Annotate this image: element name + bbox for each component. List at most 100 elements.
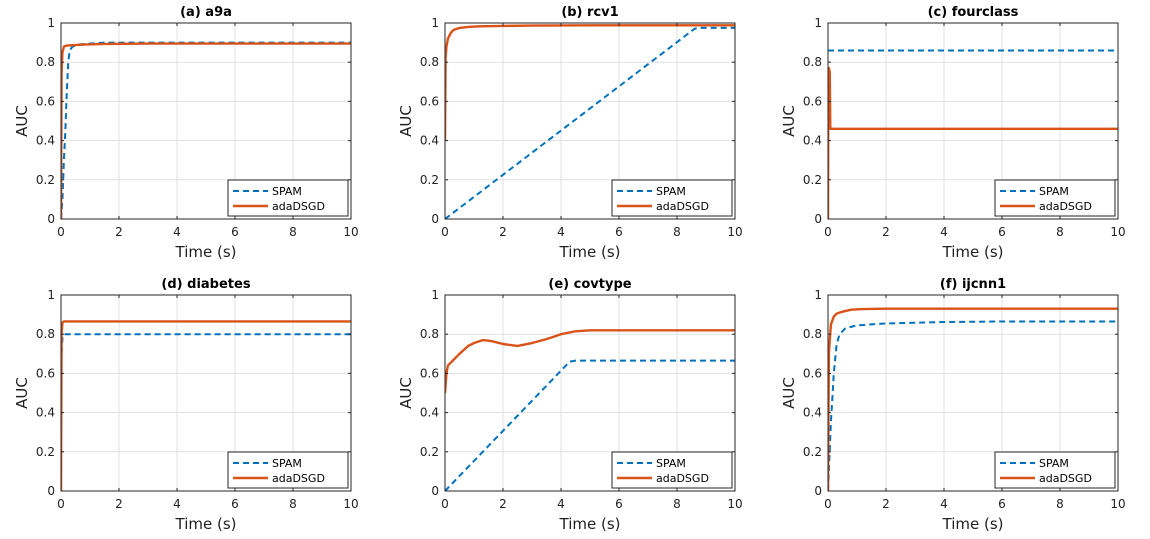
legend-box [227,451,349,489]
x-tick-label-1: 2 [115,497,123,511]
x-axis-label: Time (s) [175,243,237,261]
chart-title: (e) covtype [548,277,631,292]
x-tick-label-1: 2 [882,225,890,239]
legend-box [611,179,733,217]
x-tick-label-1: 2 [499,497,507,511]
series-line-adadsgd [445,329,735,394]
y-tick-label-5: 1 [431,16,439,30]
y-tick-label-0: 0 [47,484,55,498]
x-tick-label-0: 0 [57,497,65,511]
axes-box [60,294,352,492]
legend: SPAM adaDSGD [227,451,349,489]
axes-box [60,22,352,220]
legend-box [994,451,1116,489]
legend-label-adadsgd: adaDSGD [272,200,325,213]
x-tick-label-4: 8 [289,497,297,511]
y-tick-label-0: 0 [47,212,55,226]
axes-box [444,294,736,492]
gridlines [60,22,352,220]
legend-label-adadsgd: adaDSGD [656,200,709,213]
x-tick-label-1: 2 [882,497,890,511]
y-tick-label-2: 0.4 [420,406,439,420]
y-tick-label-2: 0.4 [420,134,439,148]
y-tick-label-2: 0.4 [803,406,822,420]
y-tick-label-3: 0.6 [420,366,439,380]
y-tick-label-4: 0.8 [803,55,822,69]
x-axis-label: Time (s) [175,515,237,533]
series-line-spam [445,359,735,492]
chart-4: 0 2 4 6 8 10 0 0.2 0.4 0.6 0.8 1 (d) diabetes Time (s… [13,277,359,533]
legend-label-spam: SPAM [272,185,302,198]
y-tick-label-0: 0 [814,484,822,498]
y-tick-label-1: 0.2 [420,173,439,187]
x-axis-label: Time (s) [559,243,621,261]
series-line-adadsgd [61,42,351,220]
series-line-spam [828,320,1118,492]
y-tick-label-4: 0.8 [36,327,55,341]
x-tick-label-4: 8 [1056,225,1064,239]
legend-label-adadsgd: adaDSGD [1039,200,1092,213]
y-tick-label-5: 1 [814,16,822,30]
x-tick-label-1: 2 [115,225,123,239]
x-tick-label-5: 10 [727,497,742,511]
y-axis-label: AUC [397,105,415,137]
x-tick-label-0: 0 [441,225,449,239]
x-axis-label: Time (s) [942,515,1004,533]
x-tick-label-4: 8 [673,225,681,239]
y-axis-label: AUC [397,377,415,409]
series-group [445,329,735,492]
y-tick-label-2: 0.4 [36,134,55,148]
x-tick-label-0: 0 [57,225,65,239]
chart-title: (d) diabetes [161,277,250,292]
legend: SPAM adaDSGD [994,179,1116,217]
series-group [61,41,351,220]
axes-box [444,22,736,220]
y-tick-label-2: 0.4 [803,134,822,148]
x-tick-label-3: 6 [615,497,623,511]
x-tick-label-0: 0 [824,497,832,511]
x-tick-label-3: 6 [615,225,623,239]
axes-box [827,294,1119,492]
x-tick-label-2: 4 [940,497,948,511]
x-tick-label-5: 10 [343,497,358,511]
legend-box [994,179,1116,217]
y-tick-label-1: 0.2 [420,445,439,459]
chart-title: (f) ijcnn1 [940,277,1006,292]
y-tick-label-2: 0.4 [36,406,55,420]
y-tick-label-3: 0.6 [803,366,822,380]
chart-6: 0 2 4 6 8 10 0 0.2 0.4 0.6 0.8 1 (f) ijcnn1 Time (s) A… [780,277,1126,533]
chart-title: (b) rcv1 [561,5,618,20]
series-line-spam [445,26,735,220]
y-tick-label-5: 1 [814,288,822,302]
chart-5: 0 2 4 6 8 10 0 0.2 0.4 0.6 0.8 1 (e) covtype Time (s)… [397,277,743,533]
legend-box [611,451,733,489]
x-axis-label: Time (s) [559,515,621,533]
y-tick-label-1: 0.2 [803,173,822,187]
legend: SPAM adaDSGD [227,179,349,217]
x-tick-label-0: 0 [824,225,832,239]
y-tick-label-1: 0.2 [36,173,55,187]
x-tick-label-2: 4 [557,225,565,239]
x-axis-label: Time (s) [942,243,1004,261]
x-tick-label-3: 6 [231,497,239,511]
legend-label-adadsgd: adaDSGD [272,472,325,485]
axes-box [827,22,1119,220]
y-tick-label-4: 0.8 [36,55,55,69]
chart-title: (c) fourclass [928,5,1019,20]
y-tick-label-0: 0 [431,484,439,498]
legend: SPAM adaDSGD [611,179,733,217]
y-axis-label: AUC [13,377,31,409]
chart-title: (a) a9a [180,5,232,20]
x-tick-label-2: 4 [940,225,948,239]
x-tick-label-2: 4 [173,497,181,511]
x-tick-label-5: 10 [343,225,358,239]
x-tick-label-5: 10 [727,225,742,239]
legend-label-spam: SPAM [1039,185,1069,198]
y-tick-label-4: 0.8 [803,327,822,341]
x-tick-label-3: 6 [231,225,239,239]
y-axis-label: AUC [780,105,798,137]
chart-1: 0 2 4 6 8 10 0 0.2 0.4 0.6 0.8 1 (a) a9a Time (s) AUC S… [13,5,359,261]
y-axis-label: AUC [780,377,798,409]
x-tick-label-2: 4 [173,225,181,239]
